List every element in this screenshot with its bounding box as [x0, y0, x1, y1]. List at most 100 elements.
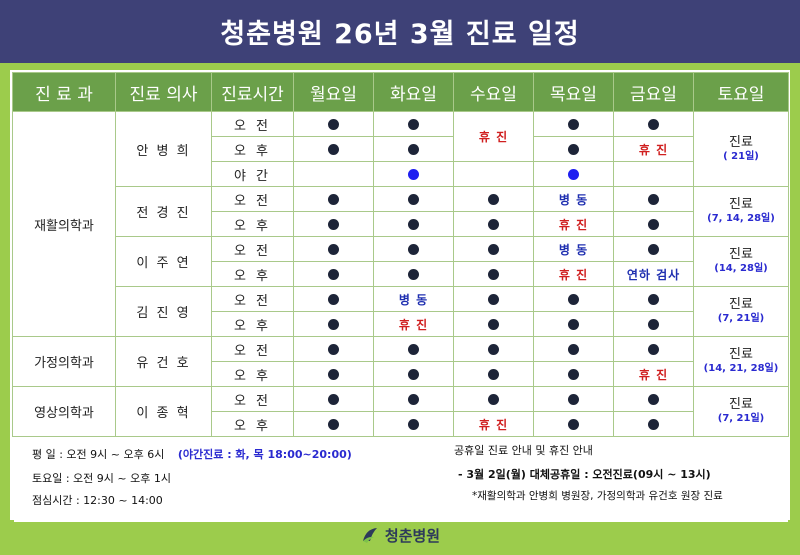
clinic-dot-icon — [648, 343, 659, 355]
holiday-line: - 3월 2일(월) 대체공휴일 : 오전진료(09시 ~ 13시) — [458, 468, 711, 481]
closed-label: 휴 진 — [558, 217, 589, 232]
holiday-title: 공휴일 진료 안내 및 휴진 안내 — [454, 444, 593, 457]
clinic-dot-icon — [648, 218, 659, 230]
saturday-cell: 진료 (7, 21일) — [693, 286, 789, 337]
schedule-cell — [613, 236, 694, 262]
schedule-cell: 휴 진 — [613, 361, 694, 387]
saturday-dates: (14, 21, 28일) — [703, 363, 779, 374]
schedule-cell — [293, 361, 374, 387]
clinic-dot-icon — [408, 268, 419, 280]
clinic-dot-icon — [408, 143, 419, 155]
clinic-dot-icon — [328, 193, 339, 205]
table-row: 오 후 휴 진 — [13, 311, 789, 337]
table-row: 영상의학과 이 종 혁 오 전 진료 (7, 21일) — [12, 386, 789, 437]
clinic-dot-icon — [328, 118, 339, 130]
schedule-cell — [613, 111, 694, 137]
header-mon: 월요일 — [293, 72, 374, 112]
schedule-cell — [613, 161, 694, 187]
time-am: 오 전 — [211, 286, 294, 312]
saturday-dates: ( 21일) — [723, 150, 759, 162]
clinic-dot-icon — [568, 368, 579, 380]
saturday-dates: (7, 14, 28일) — [707, 213, 775, 224]
closed-label: 휴 진 — [398, 317, 429, 332]
table-header-row: 진 료 과 진료 의사 진료시간 월요일 화요일 수요일 목요일 금요일 토요일 — [12, 72, 789, 112]
saturday-cell: 진료 (14, 28일) — [693, 236, 789, 287]
schedule-cell — [373, 411, 454, 437]
time-night: 야 간 — [211, 161, 294, 187]
schedule-cell — [453, 186, 534, 212]
schedule-cell — [533, 286, 614, 312]
weekday-hours-text: 평 일 : 오전 9시 ~ 오후 6시 — [32, 448, 165, 461]
schedule-cell — [293, 161, 374, 187]
doctor-name: 전 경 진 — [115, 186, 212, 237]
schedule-cell — [373, 186, 454, 212]
schedule-cell — [293, 261, 374, 287]
clinic-dot-icon — [488, 393, 499, 405]
schedule-cell — [453, 261, 534, 287]
header-fri: 금요일 — [613, 72, 694, 112]
schedule-cell: 병 동 — [373, 286, 454, 312]
night-dot-icon — [568, 168, 579, 180]
clinic-dot-icon — [408, 243, 419, 255]
schedule-cell — [373, 161, 454, 187]
department-rehab: 재활의학과 — [12, 111, 116, 337]
schedule-cell — [293, 136, 374, 162]
schedule-cell — [613, 386, 694, 412]
saturday-label: 진료 — [729, 247, 753, 262]
saturday-dates: (7, 21일) — [717, 313, 765, 324]
clinic-dot-icon — [408, 393, 419, 405]
saturday-cell: 진료( 21일) — [693, 111, 789, 187]
schedule-cell: 휴 진 — [453, 411, 534, 437]
doctor-name: 유 건 호 — [115, 336, 212, 387]
saturday-cell: 진료 (14, 21, 28일) — [693, 336, 789, 387]
closed-label: 휴 진 — [638, 142, 669, 157]
time-pm: 오 후 — [211, 211, 294, 237]
hospital-logo-icon — [362, 528, 377, 543]
schedule-cell — [613, 211, 694, 237]
clinic-dot-icon — [488, 318, 499, 330]
time-am: 오 전 — [211, 236, 294, 262]
clinic-dot-icon — [408, 368, 419, 380]
schedule-cell — [293, 411, 374, 437]
table-row: 오 후 휴 진 — [13, 211, 789, 237]
schedule-cell — [533, 386, 614, 412]
time-pm: 오 후 — [211, 136, 294, 162]
schedule-cell — [453, 161, 534, 187]
table-row: 재활의학과 안 병 희 오 전 휴 진 진료( 21일) — [12, 111, 789, 337]
table-row: 오 후 휴 진 — [13, 411, 789, 437]
time-pm: 오 후 — [211, 361, 294, 387]
saturday-dates: (7, 21일) — [717, 413, 765, 424]
table-row: 오 후 휴 진 — [13, 361, 789, 387]
schedule-cell — [453, 236, 534, 262]
schedule-cell — [453, 286, 534, 312]
clinic-dot-icon — [328, 393, 339, 405]
schedule-cell — [373, 211, 454, 237]
schedule-cell: 휴 진 — [533, 211, 614, 237]
saturday-cell: 진료 (7, 14, 28일) — [693, 186, 789, 237]
schedule-cell — [533, 336, 614, 362]
header-doctor: 진료 의사 — [115, 72, 212, 112]
clinic-dot-icon — [408, 118, 419, 130]
clinic-dot-icon — [648, 293, 659, 305]
clinic-dot-icon — [408, 343, 419, 355]
schedule-cell — [373, 386, 454, 412]
clinic-dot-icon — [328, 143, 339, 155]
header-banner: 청춘병원 26년 3월 진료 일정 — [0, 0, 800, 63]
schedule-cell: 병 동 — [533, 186, 614, 212]
clinic-dot-icon — [328, 368, 339, 380]
schedule-cell — [533, 111, 614, 137]
clinic-dot-icon — [328, 293, 339, 305]
schedule-cell — [373, 361, 454, 387]
clinic-dot-icon — [568, 293, 579, 305]
closed-label: 휴 진 — [478, 130, 509, 144]
schedule-cell: 병 동 — [533, 236, 614, 262]
time-am: 오 전 — [211, 386, 294, 412]
table-row: 오 후 휴 진 — [13, 136, 789, 162]
schedule-cell — [453, 361, 534, 387]
clinic-dot-icon — [328, 418, 339, 430]
saturday-cell: 진료 (7, 21일) — [693, 386, 789, 437]
table-row: 가정의학과 유 건 호 오 전 진료 (14, 21, 28일) — [12, 336, 789, 387]
clinic-dot-icon — [648, 118, 659, 130]
schedule-cell — [453, 336, 534, 362]
holiday-note: *재활의학과 안병희 병원장, 가정의학과 유건호 원장 진료 — [472, 490, 723, 502]
